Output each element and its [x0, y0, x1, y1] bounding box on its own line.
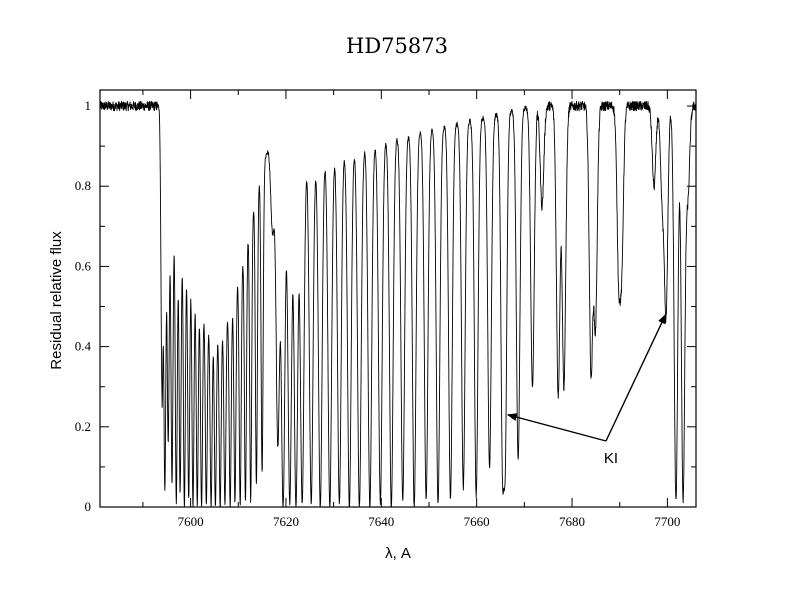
y-tick-label: 0.8	[75, 178, 91, 193]
y-tick-label: 0	[85, 499, 92, 514]
spectrum-line-series	[99, 100, 697, 508]
x-tick-label: 7600	[178, 514, 204, 529]
annotation-label-ki: KI	[604, 450, 618, 467]
x-axis-label: λ, A	[385, 545, 411, 562]
y-tick-label: 0.6	[75, 258, 92, 273]
y-tick-label: 1	[85, 98, 92, 113]
x-tick-label: 7680	[559, 514, 585, 529]
annotation-arrow	[506, 413, 607, 442]
x-tick-label: 7620	[273, 514, 299, 529]
x-tick-label: 7660	[464, 514, 490, 529]
x-tick-label: 7700	[654, 514, 680, 529]
y-tick-label: 0.4	[75, 339, 92, 354]
plot-frame	[99, 89, 697, 508]
y-axis-label: Residual relative flux	[48, 231, 65, 370]
x-tick-label: 7640	[368, 514, 394, 529]
y-tick-label: 0.2	[75, 419, 91, 434]
chart-title: HD75873	[346, 34, 448, 58]
annotation-arrow	[605, 313, 667, 442]
